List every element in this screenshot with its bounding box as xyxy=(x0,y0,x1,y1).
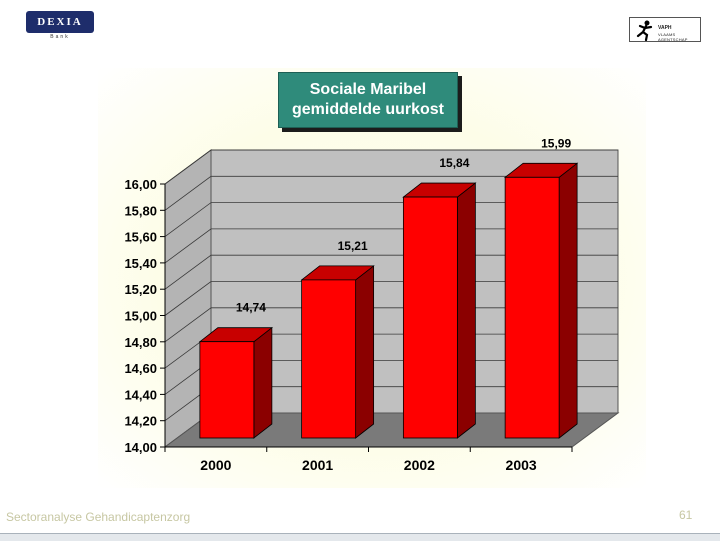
gridline xyxy=(164,281,618,316)
y-tick-label: 14,40 xyxy=(124,387,157,402)
vaph-logo: VAPH VLAAMS AGENTSCHAP xyxy=(629,17,701,42)
x-tick-label: 2003 xyxy=(506,457,537,473)
bar-side xyxy=(456,182,476,439)
vaph-logo-subtext: VLAAMS AGENTSCHAP xyxy=(658,32,688,42)
gridline xyxy=(164,307,618,343)
bar xyxy=(402,196,458,439)
bar-value-label: 15,21 xyxy=(338,239,368,253)
running-figure-icon xyxy=(636,20,653,41)
y-tick-label: 15,80 xyxy=(124,203,157,218)
x-tick-label: 2000 xyxy=(200,457,231,473)
gridline xyxy=(164,149,618,185)
y-tick-label: 14,20 xyxy=(124,414,157,429)
bar-side xyxy=(253,326,273,439)
dexia-logo-subtitle: Bank xyxy=(50,34,70,40)
vaph-logo-text: VAPH xyxy=(658,25,672,31)
gridline xyxy=(164,202,618,237)
chart-title-line-2: gemiddelde uurkost xyxy=(291,101,445,118)
y-tick-label: 15,00 xyxy=(124,309,157,324)
y-tick-label: 14,80 xyxy=(124,335,157,350)
page-number: 61 xyxy=(679,508,693,522)
dexia-logo-text: DEXIA xyxy=(37,16,83,28)
y-tick-label: 14,00 xyxy=(124,440,157,455)
bar-value-label: 15,99 xyxy=(541,136,571,150)
bar xyxy=(199,341,255,439)
y-tick-label: 15,40 xyxy=(124,256,157,271)
chart-title-line-1: Sociale Maribel xyxy=(309,81,427,98)
y-tick-label: 15,60 xyxy=(124,230,157,245)
y-tick-label: 14,60 xyxy=(124,361,157,376)
gridline xyxy=(164,254,618,290)
chart-title-box: Sociale Maribel gemiddelde uurkost xyxy=(278,72,458,128)
bar-side xyxy=(355,265,375,439)
gridline xyxy=(164,228,618,264)
bar-side xyxy=(558,162,578,439)
x-tick-label: 2001 xyxy=(302,457,333,473)
bar xyxy=(301,279,357,439)
gridline xyxy=(164,175,618,211)
bar-value-label: 15,84 xyxy=(439,156,469,170)
bar-value-label: 14,74 xyxy=(236,301,266,315)
bottom-bar xyxy=(0,533,720,541)
x-tick-label: 2002 xyxy=(404,457,435,473)
y-tick-label: 16,00 xyxy=(124,177,157,192)
bar xyxy=(504,176,560,439)
footer-section-title: Sectoranalyse Gehandicaptenzorg xyxy=(6,510,191,524)
dexia-logo: DEXIA xyxy=(26,11,94,33)
y-tick-label: 15,20 xyxy=(124,282,157,297)
